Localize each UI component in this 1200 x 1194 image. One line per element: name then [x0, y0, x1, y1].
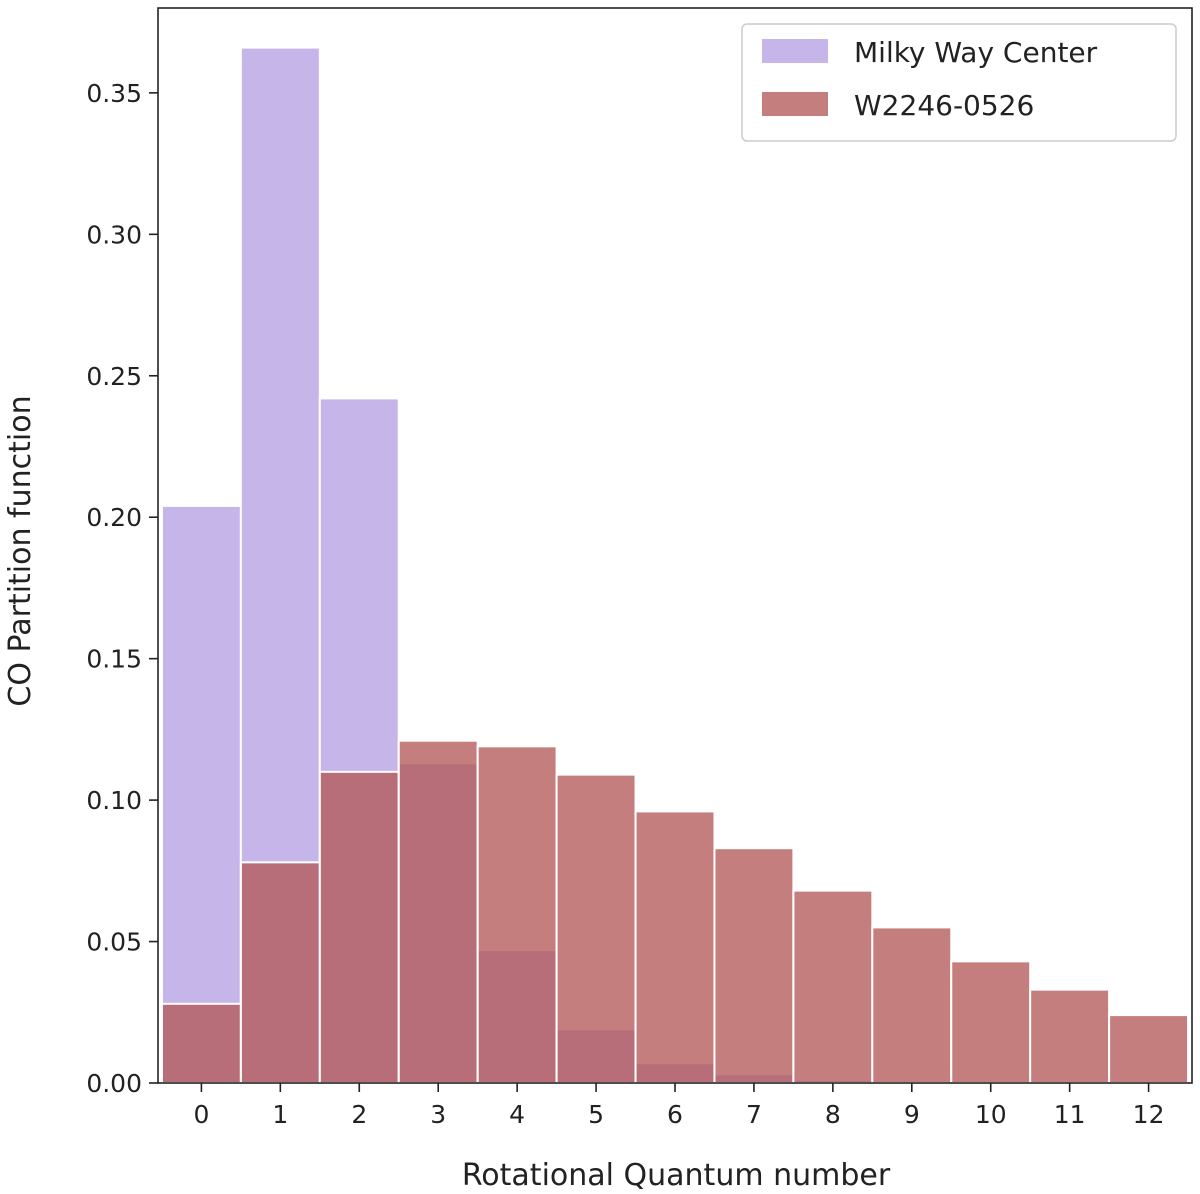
bar-w2246-7 [713, 847, 795, 1085]
y-axis: 0.00 0.05 0.10 0.15 0.20 0.25 0.30 0.35 [86, 79, 158, 1098]
y-tick-label: 0.10 [86, 786, 142, 815]
x-tick-label: 2 [351, 1100, 367, 1129]
y-tick-label: 0.20 [86, 503, 142, 532]
w2246-bars [160, 739, 1190, 1085]
y-tick-label: 0.25 [86, 362, 142, 391]
legend-label-w2246: W2246-0526 [854, 89, 1034, 122]
x-tick-label: 0 [193, 1100, 209, 1129]
bar-w2246-10 [950, 960, 1032, 1085]
x-axis: 0 1 2 3 4 5 6 7 8 9 10 11 12 [193, 1083, 1164, 1129]
y-tick-label: 0.30 [86, 220, 142, 249]
bar-w2246-1 [239, 861, 321, 1084]
legend-swatch-w2246 [762, 92, 828, 116]
legend: Milky Way Center W2246-0526 [741, 23, 1177, 142]
x-tick-label: 5 [588, 1100, 604, 1129]
legend-label-milky-way: Milky Way Center [854, 36, 1098, 69]
bar-w2246-11 [1029, 988, 1111, 1084]
x-axis-label: Rotational Quantum number [462, 1158, 891, 1193]
legend-swatch-milky-way [762, 39, 828, 63]
bar-milky-way-0 [160, 504, 242, 1085]
x-tick-label: 10 [975, 1100, 1007, 1129]
bar-w2246-0 [160, 1002, 242, 1085]
y-tick-label: 0.35 [86, 79, 142, 108]
y-tick-label: 0.15 [86, 645, 142, 674]
x-tick-label: 8 [825, 1100, 841, 1129]
bar-w2246-2 [318, 770, 400, 1084]
legend-frame [741, 23, 1177, 142]
x-tick-label: 6 [667, 1100, 683, 1129]
x-tick-label: 4 [509, 1100, 525, 1129]
bar-w2246-12 [1108, 1014, 1190, 1085]
bar-w2246-4 [476, 745, 558, 1085]
bar-w2246-5 [555, 773, 637, 1084]
y-tick-label: 0.05 [86, 928, 142, 957]
y-tick-label: 0.00 [86, 1069, 142, 1098]
x-tick-label: 1 [272, 1100, 288, 1129]
x-tick-label: 7 [746, 1100, 762, 1129]
x-tick-label: 3 [430, 1100, 446, 1129]
x-tick-label: 12 [1133, 1100, 1165, 1129]
bar-w2246-8 [792, 889, 874, 1085]
bar-w2246-3 [397, 739, 479, 1085]
bar-w2246-6 [634, 810, 716, 1085]
x-tick-label: 11 [1054, 1100, 1086, 1129]
y-axis-label: CO Partition function [3, 395, 38, 706]
x-tick-label: 9 [904, 1100, 920, 1129]
bar-w2246-9 [871, 926, 953, 1084]
